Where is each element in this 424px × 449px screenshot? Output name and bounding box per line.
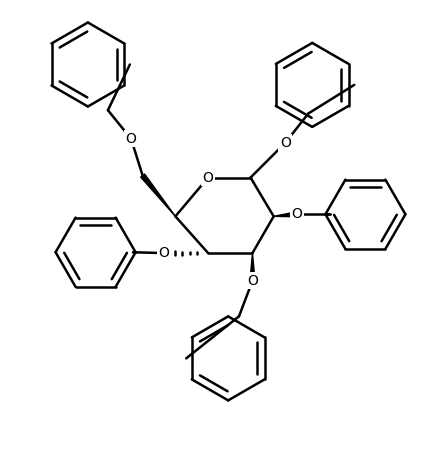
Text: O: O xyxy=(203,171,214,185)
Text: O: O xyxy=(159,246,169,260)
Polygon shape xyxy=(273,212,297,217)
Text: O: O xyxy=(247,274,258,288)
Polygon shape xyxy=(141,174,176,216)
Text: O: O xyxy=(280,136,291,150)
Polygon shape xyxy=(250,253,255,281)
Text: O: O xyxy=(291,207,302,221)
Text: O: O xyxy=(126,132,137,146)
